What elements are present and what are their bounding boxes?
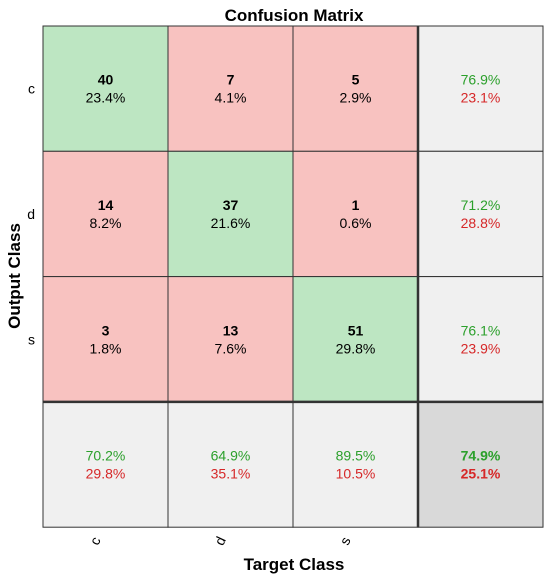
row-summary-correct: 76.9% [461, 72, 501, 88]
row-summary-incorrect: 23.9% [461, 340, 501, 356]
column-summary-cell [167, 401, 294, 528]
cell-count: 37 [223, 197, 239, 213]
overall-accuracy-cell [417, 401, 544, 528]
matrix-cell [42, 276, 169, 403]
column-summary-correct: 70.2% [86, 448, 126, 464]
column-summary-correct: 89.5% [336, 448, 376, 464]
row-summary-cell [417, 276, 544, 403]
column-summary-incorrect: 29.8% [86, 466, 126, 482]
y-tick-label: d [27, 206, 35, 222]
cell-count: 14 [98, 197, 114, 213]
matrix-cell [167, 25, 294, 152]
row-summary-incorrect: 28.8% [461, 215, 501, 231]
chart-title: Confusion Matrix [225, 6, 364, 25]
cell-percent: 2.9% [340, 90, 372, 106]
row-summary-incorrect: 23.1% [461, 90, 501, 106]
matrix-cell [292, 276, 419, 403]
x-tick-label: d [211, 534, 229, 548]
cell-percent: 29.8% [336, 340, 376, 356]
column-summary-incorrect: 10.5% [336, 466, 376, 482]
cell-percent: 7.6% [215, 340, 247, 356]
matrix-cells: 40 23.4% 7 4.1% 5 2.9% 14 8.2% 37 21.6% 1 0.6% 3 1.8%… [42, 25, 544, 528]
cell-count: 51 [348, 322, 364, 338]
cell-percent: 23.4% [86, 90, 126, 106]
x-axis-title: Target Class [244, 555, 345, 574]
matrix-cell [42, 25, 169, 152]
cell-count: 5 [352, 72, 360, 88]
cell-percent: 1.8% [90, 340, 122, 356]
row-summary-correct: 71.2% [461, 197, 501, 213]
cell-count: 3 [102, 322, 110, 338]
overall-correct: 74.9% [461, 448, 501, 464]
column-summary-correct: 64.9% [211, 448, 251, 464]
row-summary-correct: 76.1% [461, 322, 501, 338]
matrix-cell [292, 150, 419, 278]
cell-count: 13 [223, 322, 239, 338]
cell-count: 7 [227, 72, 235, 88]
column-summary-incorrect: 35.1% [211, 466, 251, 482]
cell-percent: 21.6% [211, 215, 251, 231]
column-summary-cell [42, 401, 169, 528]
cell-percent: 0.6% [340, 215, 372, 231]
matrix-cell [42, 150, 169, 278]
y-tick-label: s [28, 331, 35, 347]
cell-count: 40 [98, 72, 114, 88]
cell-count: 1 [352, 197, 360, 213]
row-summary-cell [417, 25, 544, 152]
y-tick-label: c [28, 81, 35, 97]
cell-percent: 8.2% [90, 215, 122, 231]
row-summary-cell [417, 150, 544, 278]
y-axis-title: Output Class [5, 223, 24, 329]
x-tick-label: s [336, 534, 353, 547]
matrix-cell [167, 150, 294, 278]
column-summary-cell [292, 401, 419, 528]
matrix-cell [292, 25, 419, 152]
x-tick-label: c [86, 534, 103, 547]
overall-incorrect: 25.1% [461, 466, 501, 482]
matrix-cell [167, 276, 294, 403]
cell-percent: 4.1% [215, 90, 247, 106]
